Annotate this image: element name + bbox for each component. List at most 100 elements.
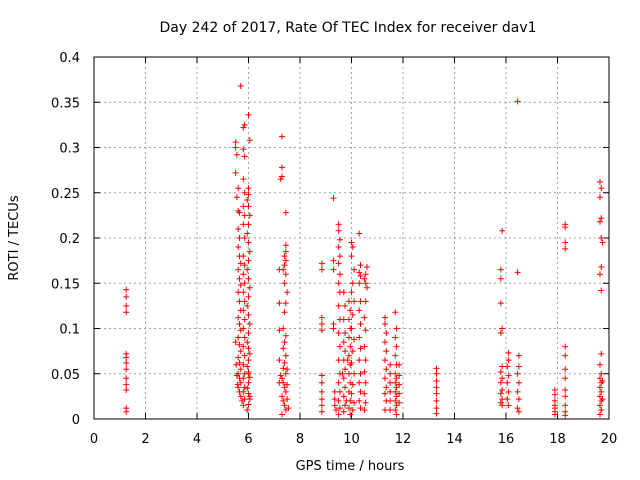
data-point: [596, 375, 603, 382]
y-tick-label: 0.05: [51, 368, 80, 383]
x-tick-label: 16: [498, 432, 515, 447]
data-point: [362, 271, 369, 278]
data-point: [330, 195, 337, 202]
data-point: [393, 325, 400, 332]
data-point: [383, 348, 390, 355]
data-point: [240, 325, 247, 332]
data-point: [392, 379, 399, 386]
data-point: [278, 393, 285, 400]
data-point: [596, 393, 603, 400]
data-point: [331, 402, 338, 409]
data-point: [336, 405, 343, 412]
data-point: [383, 330, 390, 337]
y-axis-label: ROTI / TECUs: [7, 195, 22, 280]
data-point: [335, 221, 342, 228]
data-point: [514, 388, 521, 395]
data-point: [335, 280, 342, 287]
data-point: [281, 384, 288, 391]
data-point: [340, 408, 347, 415]
data-point: [235, 225, 242, 232]
data-point: [245, 311, 252, 318]
data-point: [284, 289, 291, 296]
data-point: [240, 388, 247, 395]
data-point: [237, 393, 244, 400]
data-point: [282, 271, 289, 278]
data-point: [387, 379, 394, 386]
data-point: [383, 384, 390, 391]
data-point: [335, 244, 342, 251]
data-point: [280, 365, 287, 372]
data-point: [387, 406, 394, 413]
data-point: [236, 320, 243, 327]
data-point: [340, 316, 347, 323]
data-point: [234, 381, 241, 388]
data-point: [387, 388, 394, 395]
data-point: [331, 388, 338, 395]
data-point: [342, 302, 349, 309]
data-point: [356, 357, 363, 364]
data-point: [387, 361, 394, 368]
data-point: [349, 406, 356, 413]
data-point: [356, 379, 363, 386]
data-point: [515, 352, 522, 359]
x-tick-label: 0: [90, 432, 98, 447]
data-point: [497, 330, 504, 337]
data-point: [499, 402, 506, 409]
data-point: [505, 357, 512, 364]
data-point: [246, 212, 253, 219]
data-point: [392, 388, 399, 395]
data-point: [330, 257, 337, 264]
data-point: [245, 221, 252, 228]
data-point: [240, 289, 247, 296]
data-point: [562, 352, 569, 359]
data-point: [280, 397, 287, 404]
data-point: [123, 408, 130, 415]
data-point: [282, 257, 289, 264]
data-point: [331, 396, 338, 403]
data-point: [235, 314, 242, 321]
data-point: [599, 396, 606, 403]
data-point: [245, 390, 252, 397]
data-point: [318, 372, 325, 379]
data-point: [282, 300, 289, 307]
data-point: [562, 224, 569, 231]
data-point: [396, 399, 403, 406]
data-point: [396, 390, 403, 397]
data-point: [235, 334, 242, 341]
data-point: [318, 260, 325, 267]
data-point: [596, 411, 603, 418]
data-point: [562, 393, 569, 400]
data-point: [357, 298, 364, 305]
data-point: [282, 248, 289, 255]
data-point: [396, 381, 403, 388]
data-point: [246, 374, 253, 381]
data-point: [347, 411, 354, 418]
data-point: [357, 370, 364, 377]
data-point: [357, 388, 364, 395]
data-point: [356, 397, 363, 404]
data-point: [340, 289, 347, 296]
data-point: [351, 266, 358, 273]
data-point: [244, 385, 251, 392]
data-point: [276, 266, 283, 273]
data-point: [598, 215, 605, 222]
data-point: [281, 309, 288, 316]
data-point: [356, 269, 363, 276]
data-point: [235, 266, 242, 273]
data-point: [246, 393, 253, 400]
data-point: [236, 209, 243, 216]
data-point: [392, 370, 399, 377]
data-point: [433, 410, 440, 417]
data-point: [433, 384, 440, 391]
data-point: [433, 370, 440, 377]
data-point: [245, 239, 252, 246]
data-point: [278, 173, 285, 180]
data-point: [246, 350, 253, 357]
data-point: [123, 286, 130, 293]
data-point: [237, 282, 244, 289]
x-tick-label: 12: [395, 432, 412, 447]
data-point: [347, 343, 354, 350]
data-point: [345, 334, 352, 341]
data-point: [344, 357, 351, 364]
data-point: [515, 363, 522, 370]
